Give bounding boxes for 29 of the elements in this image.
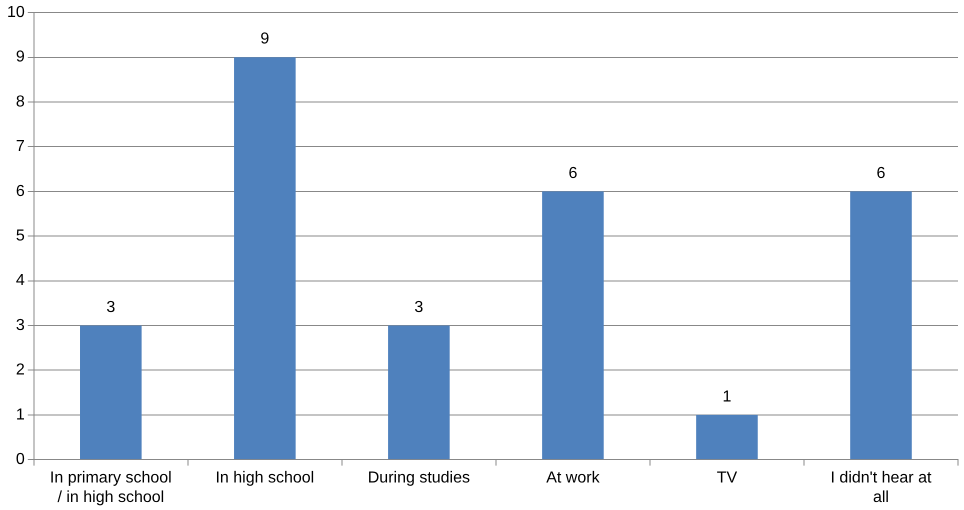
data-label: 1 — [722, 388, 732, 406]
bar — [234, 57, 296, 460]
data-label: 3 — [414, 298, 424, 316]
y-tick-label: 7 — [16, 138, 25, 156]
bar — [542, 191, 604, 460]
y-tick-label: 5 — [16, 228, 25, 245]
data-label: 6 — [876, 164, 886, 182]
data-label: 3 — [106, 298, 116, 316]
data-label: 9 — [260, 30, 270, 48]
y-tick-label: 6 — [16, 182, 25, 200]
x-tick-label: I didn't hear at all — [830, 470, 932, 506]
y-tick-label: 2 — [16, 362, 25, 379]
bar — [696, 414, 758, 460]
y-tick-label: 4 — [16, 272, 25, 290]
x-tick-label: In primary school / in high school — [50, 470, 172, 506]
y-tick-label: 8 — [16, 93, 25, 110]
y-tick-label: 3 — [16, 316, 25, 334]
x-tick-label: TV — [716, 470, 738, 487]
data-label: 6 — [568, 164, 578, 182]
y-tick-label: 1 — [16, 406, 25, 424]
x-tick-label: In high school — [215, 470, 314, 487]
bar — [850, 191, 912, 460]
y-tick-label: 10 — [7, 4, 25, 22]
y-tick-label: 0 — [16, 451, 25, 468]
x-tick-label: During studies — [368, 470, 470, 487]
bar — [388, 326, 450, 460]
y-tick-label: 9 — [16, 48, 25, 66]
x-tick-label: At work — [546, 470, 601, 487]
bar — [80, 326, 142, 460]
